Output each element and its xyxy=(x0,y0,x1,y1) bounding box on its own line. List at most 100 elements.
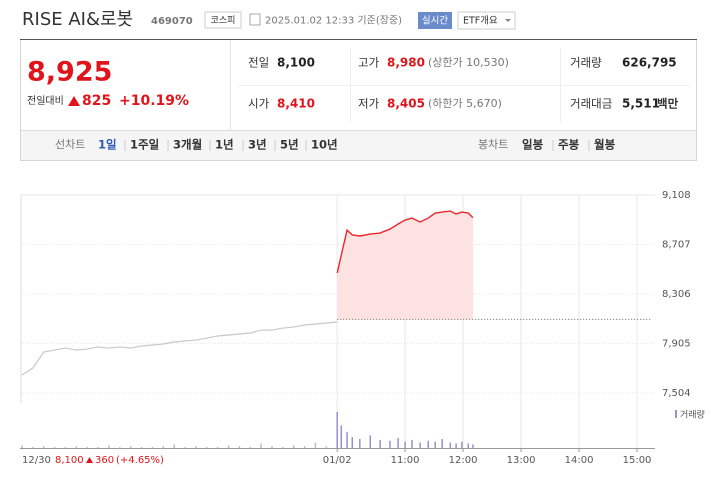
volume-bar xyxy=(151,447,154,448)
period-tab[interactable]: 5년 xyxy=(280,138,299,152)
price-line xyxy=(336,210,474,274)
overview-label: ETF개요 xyxy=(463,16,498,27)
volume-bar xyxy=(227,445,230,448)
candle-tab[interactable]: 월봉 xyxy=(594,138,616,152)
stat-label: 거래대금 xyxy=(570,97,612,111)
stat-value: 8,410 xyxy=(277,97,315,111)
volume-bar xyxy=(64,447,67,448)
stat-label: 전일 xyxy=(248,56,269,70)
dropdown-arrow xyxy=(505,19,511,22)
volume-bar xyxy=(173,444,175,448)
y-tick-label: 9,108 xyxy=(662,190,691,201)
volume-bar xyxy=(411,439,413,448)
up-icon xyxy=(86,457,93,463)
period-tab[interactable]: 1년 xyxy=(215,138,234,152)
candle-tab[interactable]: 주봉 xyxy=(558,138,580,152)
volume-bar xyxy=(249,447,252,448)
timestamp: 2025.01.02 12:33 기준(장중) xyxy=(265,15,402,27)
change: 825 xyxy=(82,93,111,109)
volume-bar xyxy=(314,442,317,448)
y-tick-label: 8,707 xyxy=(662,240,691,251)
volume-bar xyxy=(434,441,436,448)
stat-label: 시가 xyxy=(248,97,270,111)
x-tick-label: 11:00 xyxy=(391,455,420,466)
stock-name: RISE AI&로봇 xyxy=(22,9,133,30)
calendar-icon xyxy=(249,13,261,26)
current-price: 8,925 xyxy=(27,57,112,88)
prev-change: 360 xyxy=(95,455,114,466)
volume-bar xyxy=(461,441,463,448)
stat-value: 8,405 xyxy=(387,97,425,111)
period-tab[interactable]: 1일 xyxy=(98,138,117,152)
volume-bar xyxy=(86,447,88,448)
volume-bar xyxy=(184,447,186,448)
x-tick-label: 13:00 xyxy=(507,455,536,466)
x-tick-label: 01/02 xyxy=(323,455,352,466)
period-tab[interactable]: 10년 xyxy=(311,138,338,152)
period-tab[interactable]: 3년 xyxy=(248,138,267,152)
legend-swatch xyxy=(675,410,677,418)
legend-label: 거래량 xyxy=(680,409,705,421)
volume-bar xyxy=(449,442,452,448)
x-tick-label: 15:00 xyxy=(623,455,652,466)
volume-bar xyxy=(455,443,457,448)
overview-dropdown[interactable] xyxy=(457,11,516,30)
volume-bar xyxy=(108,445,110,448)
stat-value: 5,511 xyxy=(622,97,660,111)
volume-bar xyxy=(97,447,99,448)
realtime-label: 실시간 xyxy=(422,16,448,27)
volume-bar xyxy=(119,447,121,448)
stat-value: 8,100 xyxy=(277,56,315,70)
volume-bar xyxy=(216,447,219,448)
prev-change-pct: (+4.65%) xyxy=(116,455,164,466)
volume-bar xyxy=(42,446,45,448)
volume-bar xyxy=(472,444,474,448)
candle-tab[interactable]: 일봉 xyxy=(522,138,544,152)
volume-bar xyxy=(369,435,372,448)
stat-label: 고가 xyxy=(358,56,380,70)
volume-bar xyxy=(427,440,430,448)
change-pct: +10.19% xyxy=(119,93,189,109)
market-badge xyxy=(204,11,242,29)
volume-bar xyxy=(419,442,421,448)
y-tick-label: 7,905 xyxy=(662,339,691,350)
up-icon xyxy=(68,96,80,106)
volume-bar xyxy=(292,445,295,448)
prev-close: 8,100 xyxy=(55,455,84,466)
stat-value: 626,795 xyxy=(622,56,677,70)
volume-bar xyxy=(404,441,406,448)
area xyxy=(337,211,473,320)
volume-bar xyxy=(238,446,241,448)
tab-group-label: 봉차트 xyxy=(478,138,508,151)
stock-code: 469070 xyxy=(151,16,193,27)
volume-bar xyxy=(359,439,361,448)
volume-bar xyxy=(282,447,284,448)
period-tab[interactable]: 1주일 xyxy=(130,138,159,152)
volume-bar xyxy=(53,447,56,448)
volume-bar xyxy=(129,446,132,448)
realtime-badge[interactable] xyxy=(418,12,452,29)
volume-bar xyxy=(346,431,348,448)
period-tab[interactable]: 3개월 xyxy=(173,138,202,152)
volume-bar xyxy=(271,446,273,448)
stat-label: 저가 xyxy=(358,97,380,111)
volume-bar xyxy=(162,446,165,448)
x-tick-label: 12:00 xyxy=(449,455,478,466)
volume-bar xyxy=(340,425,343,448)
volume-bar xyxy=(140,447,143,448)
volume-bar xyxy=(260,443,262,448)
volume-bar xyxy=(397,438,399,448)
volume-bar xyxy=(389,440,391,448)
tab-bar xyxy=(21,130,696,160)
price-line xyxy=(21,321,338,376)
volume-bar xyxy=(195,446,197,448)
volume-bar xyxy=(379,439,381,448)
volume-bar xyxy=(336,412,338,448)
stat-unit: 백만 xyxy=(657,97,679,111)
volume-bar xyxy=(351,437,354,448)
market-label: 코스피 xyxy=(211,15,236,26)
volume-bar xyxy=(75,446,78,448)
volume-bar xyxy=(441,439,443,448)
volume-bar xyxy=(21,445,23,448)
stat-value: 8,980 xyxy=(387,56,425,70)
